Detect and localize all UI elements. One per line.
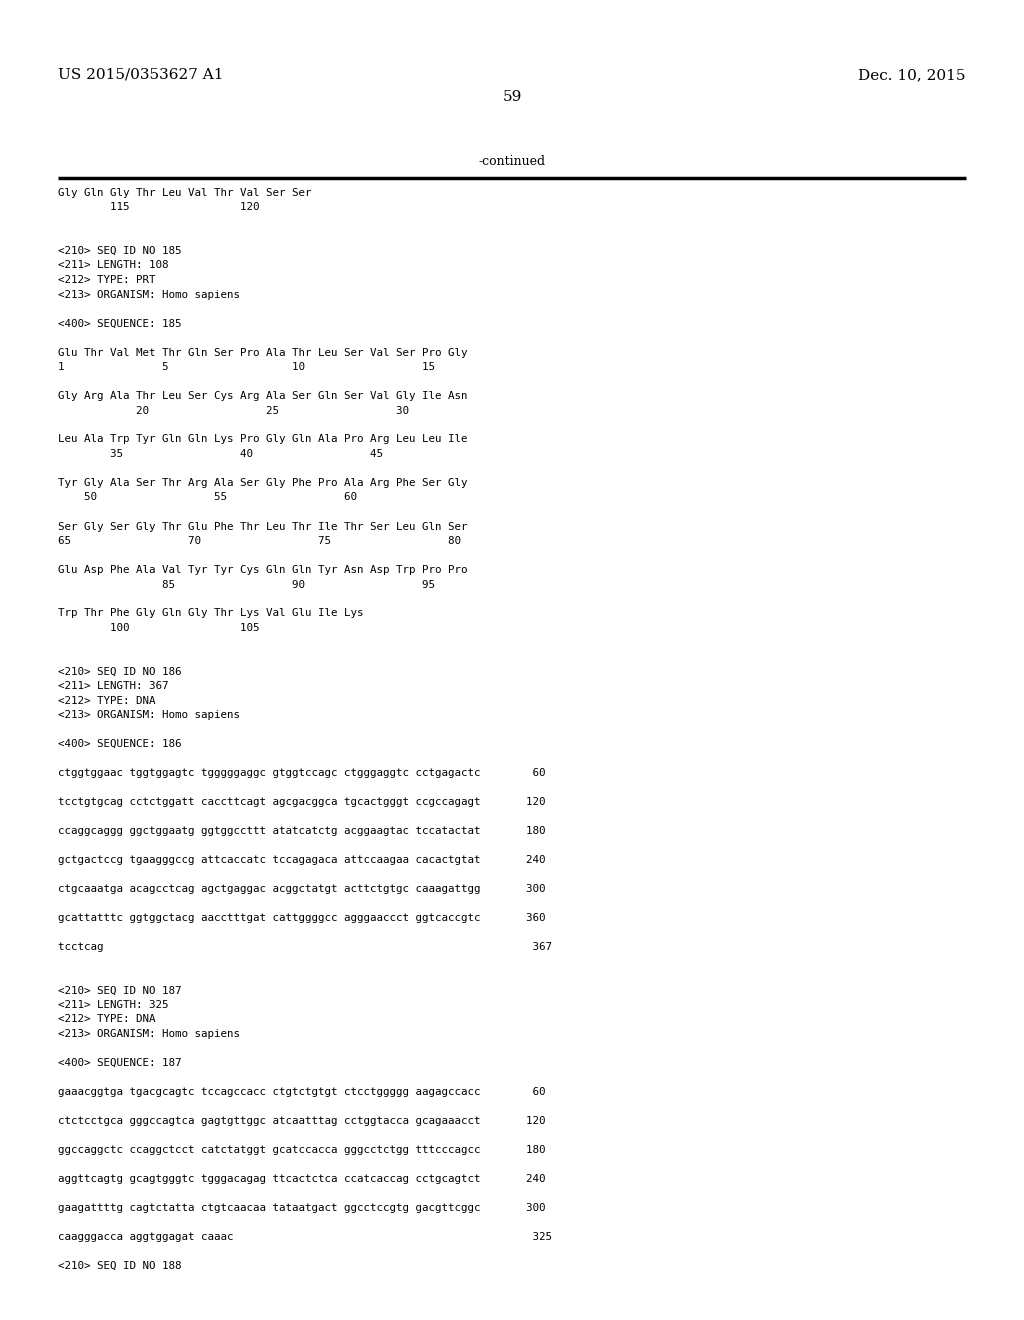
Text: gaaacggtga tgacgcagtc tccagccacc ctgtctgtgt ctcctggggg aagagccacc        60: gaaacggtga tgacgcagtc tccagccacc ctgtctg… — [58, 1086, 546, 1097]
Text: gaagattttg cagtctatta ctgtcaacaa tataatgact ggcctccgtg gacgttcggc       300: gaagattttg cagtctatta ctgtcaacaa tataatg… — [58, 1203, 546, 1213]
Text: <212> TYPE: PRT: <212> TYPE: PRT — [58, 275, 156, 285]
Text: ggccaggctc ccaggctcct catctatggt gcatccacca gggcctctgg tttcccagcc       180: ggccaggctc ccaggctcct catctatggt gcatcca… — [58, 1144, 546, 1155]
Text: <211> LENGTH: 108: <211> LENGTH: 108 — [58, 260, 169, 271]
Text: Tyr Gly Ala Ser Thr Arg Ala Ser Gly Phe Pro Ala Arg Phe Ser Gly: Tyr Gly Ala Ser Thr Arg Ala Ser Gly Phe … — [58, 478, 468, 488]
Text: aggttcagtg gcagtgggtc tgggacagag ttcactctca ccatcaccag cctgcagtct       240: aggttcagtg gcagtgggtc tgggacagag ttcactc… — [58, 1173, 546, 1184]
Text: Dec. 10, 2015: Dec. 10, 2015 — [858, 69, 966, 82]
Text: <212> TYPE: DNA: <212> TYPE: DNA — [58, 1015, 156, 1024]
Text: 20                  25                  30: 20 25 30 — [58, 405, 409, 416]
Text: ctggtggaac tggtggagtc tgggggaggc gtggtccagc ctgggaggtc cctgagactc        60: ctggtggaac tggtggagtc tgggggaggc gtggtcc… — [58, 768, 546, 777]
Text: -continued: -continued — [478, 154, 546, 168]
Text: 85                  90                  95: 85 90 95 — [58, 579, 435, 590]
Text: <210> SEQ ID NO 186: <210> SEQ ID NO 186 — [58, 667, 181, 676]
Text: tcctgtgcag cctctggatt caccttcagt agcgacggca tgcactgggt ccgccagagt       120: tcctgtgcag cctctggatt caccttcagt agcgacg… — [58, 797, 546, 807]
Text: 100                 105: 100 105 — [58, 623, 259, 634]
Text: Gly Gln Gly Thr Leu Val Thr Val Ser Ser: Gly Gln Gly Thr Leu Val Thr Val Ser Ser — [58, 187, 311, 198]
Text: gcattatttc ggtggctacg aacctttgat cattggggcc agggaaccct ggtcaccgtc       360: gcattatttc ggtggctacg aacctttgat cattggg… — [58, 913, 546, 923]
Text: Glu Asp Phe Ala Val Tyr Tyr Cys Gln Gln Tyr Asn Asp Trp Pro Pro: Glu Asp Phe Ala Val Tyr Tyr Cys Gln Gln … — [58, 565, 468, 576]
Text: 50                  55                  60: 50 55 60 — [58, 492, 357, 503]
Text: <400> SEQUENCE: 186: <400> SEQUENCE: 186 — [58, 739, 181, 748]
Text: <212> TYPE: DNA: <212> TYPE: DNA — [58, 696, 156, 705]
Text: US 2015/0353627 A1: US 2015/0353627 A1 — [58, 69, 223, 82]
Text: Trp Thr Phe Gly Gln Gly Thr Lys Val Glu Ile Lys: Trp Thr Phe Gly Gln Gly Thr Lys Val Glu … — [58, 609, 364, 619]
Text: gctgactccg tgaagggccg attcaccatc tccagagaca attccaagaa cacactgtat       240: gctgactccg tgaagggccg attcaccatc tccagag… — [58, 855, 546, 865]
Text: ccaggcaggg ggctggaatg ggtggccttt atatcatctg acggaagtac tccatactat       180: ccaggcaggg ggctggaatg ggtggccttt atatcat… — [58, 826, 546, 836]
Text: tcctcag                                                                  367: tcctcag 367 — [58, 942, 552, 952]
Text: <213> ORGANISM: Homo sapiens: <213> ORGANISM: Homo sapiens — [58, 1030, 240, 1039]
Text: <210> SEQ ID NO 187: <210> SEQ ID NO 187 — [58, 986, 181, 995]
Text: <213> ORGANISM: Homo sapiens: <213> ORGANISM: Homo sapiens — [58, 289, 240, 300]
Text: Gly Arg Ala Thr Leu Ser Cys Arg Ala Ser Gln Ser Val Gly Ile Asn: Gly Arg Ala Thr Leu Ser Cys Arg Ala Ser … — [58, 391, 468, 401]
Text: ctgcaaatga acagcctcag agctgaggac acggctatgt acttctgtgc caaagattgg       300: ctgcaaatga acagcctcag agctgaggac acggcta… — [58, 884, 546, 894]
Text: <400> SEQUENCE: 187: <400> SEQUENCE: 187 — [58, 1059, 181, 1068]
Text: Glu Thr Val Met Thr Gln Ser Pro Ala Thr Leu Ser Val Ser Pro Gly: Glu Thr Val Met Thr Gln Ser Pro Ala Thr … — [58, 347, 468, 358]
Text: ctctcctgca gggccagtca gagtgttggc atcaatttag cctggtacca gcagaaacct       120: ctctcctgca gggccagtca gagtgttggc atcaatt… — [58, 1115, 546, 1126]
Text: 35                  40                  45: 35 40 45 — [58, 449, 383, 459]
Text: caagggacca aggtggagat caaac                                              325: caagggacca aggtggagat caaac 325 — [58, 1232, 552, 1242]
Text: <210> SEQ ID NO 185: <210> SEQ ID NO 185 — [58, 246, 181, 256]
Text: <211> LENGTH: 367: <211> LENGTH: 367 — [58, 681, 169, 690]
Text: Ser Gly Ser Gly Thr Glu Phe Thr Leu Thr Ile Thr Ser Leu Gln Ser: Ser Gly Ser Gly Thr Glu Phe Thr Leu Thr … — [58, 521, 468, 532]
Text: 115                 120: 115 120 — [58, 202, 259, 213]
Text: 59: 59 — [503, 90, 521, 104]
Text: Leu Ala Trp Tyr Gln Gln Lys Pro Gly Gln Ala Pro Arg Leu Leu Ile: Leu Ala Trp Tyr Gln Gln Lys Pro Gly Gln … — [58, 434, 468, 445]
Text: <211> LENGTH: 325: <211> LENGTH: 325 — [58, 1001, 169, 1010]
Text: 1               5                   10                  15: 1 5 10 15 — [58, 362, 435, 372]
Text: <400> SEQUENCE: 185: <400> SEQUENCE: 185 — [58, 318, 181, 329]
Text: <210> SEQ ID NO 188: <210> SEQ ID NO 188 — [58, 1261, 181, 1271]
Text: 65                  70                  75                  80: 65 70 75 80 — [58, 536, 461, 546]
Text: <213> ORGANISM: Homo sapiens: <213> ORGANISM: Homo sapiens — [58, 710, 240, 719]
